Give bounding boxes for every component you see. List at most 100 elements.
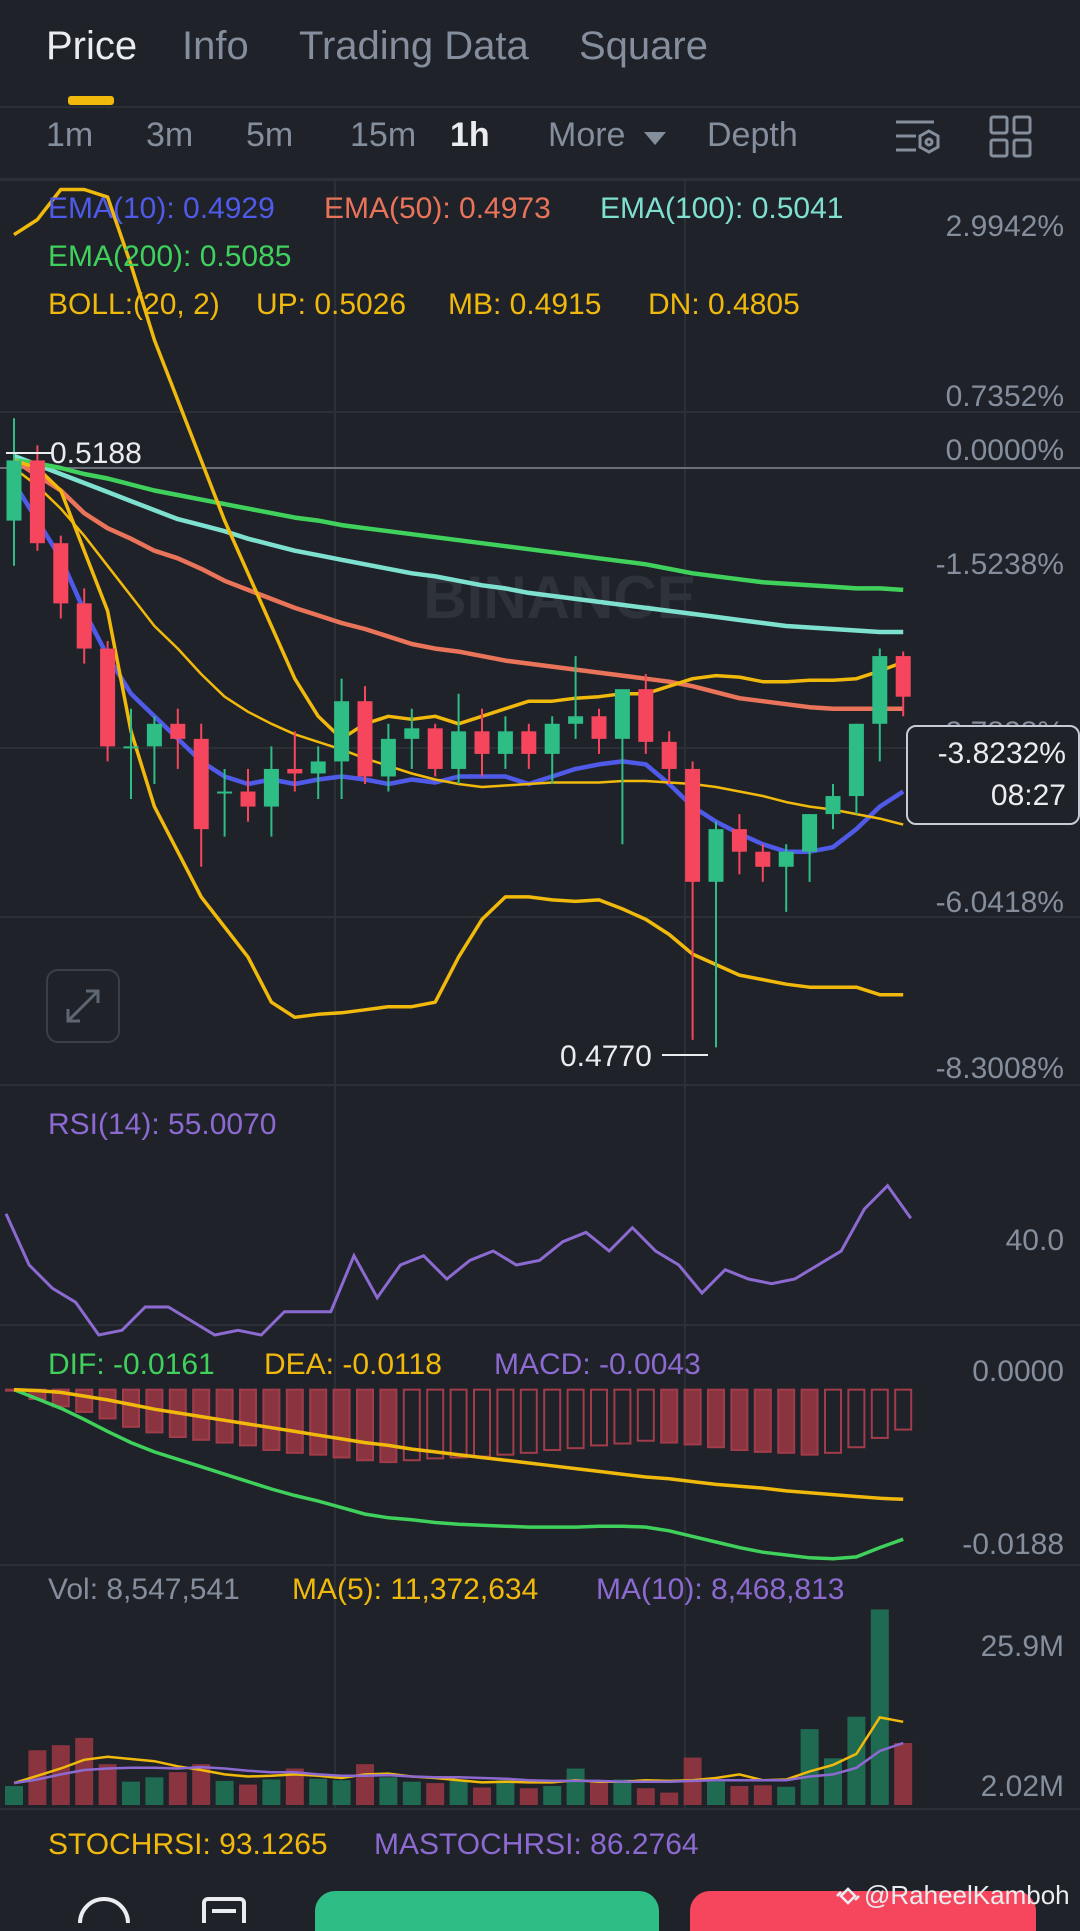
candle-up [614,689,630,845]
candle-up [825,784,841,830]
candle-body [731,829,747,852]
macd-bar [122,1388,140,1428]
document-icon[interactable] [200,1895,248,1923]
ema200-legend: EMA(200): 0.5085 [48,240,292,273]
line-ema50 [12,458,904,711]
candle-up [6,418,22,566]
expand-button[interactable] [46,969,120,1043]
buy-button[interactable] [315,1891,659,1931]
rsi-line [4,1183,913,1337]
candle-up [146,716,162,784]
candle-body [872,656,888,724]
interval-1m[interactable]: 1m [46,116,94,154]
candle-body [708,829,724,882]
candle-body [685,768,701,882]
volume-bar [496,1780,515,1805]
volume-bar [426,1783,445,1805]
interval-depth[interactable]: Depth [707,116,798,154]
candle-body [474,731,490,754]
macd-bar [870,1388,889,1439]
volume-bar [449,1780,468,1805]
candle-up [451,693,467,784]
candle-body [544,723,560,754]
macd-panel [5,1387,913,1561]
candle-body [755,851,771,867]
candle-body [825,796,841,815]
line-dea [13,1387,904,1502]
candle-up [334,678,350,800]
volume-panel [5,1609,913,1805]
macd-bar [636,1388,655,1442]
tab-price[interactable]: Price [46,24,138,68]
candle-body [170,723,186,739]
low-marker-line [662,1054,708,1056]
macd-bar [332,1388,351,1459]
volume-bar [356,1764,374,1805]
volume-bar [730,1786,749,1805]
boll-mb-legend: MB: 0.4915 [448,288,602,321]
dif-legend: DIF: -0.0161 [48,1348,215,1381]
caret-down-icon[interactable] [644,130,666,146]
candle-up [778,844,794,912]
main-tabs: Price Info Trading Data Square [0,0,1080,108]
macd-bar [496,1388,515,1456]
tab-info[interactable]: Info [182,24,249,68]
tab-trading-data[interactable]: Trading Data [299,24,529,68]
tab-square[interactable]: Square [579,24,708,68]
volume-tick: 2.02M [980,1770,1064,1803]
ema100-legend: EMA(100): 0.5041 [600,192,844,225]
interval-1h[interactable]: 1h [450,116,490,154]
low-price-marker: 0.4770 [560,1040,652,1073]
candle-down [638,674,654,754]
chart-settings-icon[interactable] [894,116,942,160]
interval-15m[interactable]: 15m [350,116,417,154]
candle-body [146,723,162,747]
price-tick: 0.0000% [945,434,1064,467]
volume-bar [847,1716,866,1805]
volume-bar [636,1788,655,1805]
volume-bar [566,1768,585,1805]
vol-ma5-legend: MA(5): 11,372,634 [292,1573,539,1606]
volume-bar [473,1787,491,1805]
macd-bar [75,1388,94,1413]
boll-up-legend: UP: 0.5026 [256,288,407,321]
candle-body [591,716,607,739]
candle-body [6,460,22,521]
candle-down [661,731,677,784]
macd-bar [707,1388,725,1449]
candle-down [240,768,256,822]
macd-bar [590,1388,608,1447]
volume-bar [894,1742,913,1805]
candle-up [568,656,584,739]
macd-bar [262,1388,281,1452]
macd-bar [285,1388,304,1454]
macd-bar [426,1388,445,1460]
candle-up [708,821,724,1048]
volume-bar [613,1779,632,1805]
candle-down [193,723,209,867]
line-ema200 [13,458,904,593]
candle-body [123,746,139,749]
macd-bar [98,1388,117,1420]
candle-body [427,728,443,769]
ema50-legend: EMA(50): 0.4973 [324,192,551,225]
candle-down [474,708,490,777]
grid-layout-icon[interactable] [988,114,1034,160]
expand-icon [66,989,100,1023]
candle-body [193,738,209,830]
interval-5m[interactable]: 5m [246,116,294,154]
volume-bar [309,1778,328,1805]
candle-down [357,686,373,784]
line-dif [13,1387,904,1561]
candle-body [100,648,116,747]
chat-icon[interactable] [76,1895,132,1923]
volume-bar [192,1764,211,1805]
interval-more[interactable]: More [548,116,626,154]
candle-body [802,814,818,852]
macd-legend: MACD: -0.0043 [494,1348,701,1381]
candle-up [404,708,420,769]
candle-up [802,814,818,882]
rsi-tick: 40.0 [1005,1224,1064,1257]
interval-3m[interactable]: 3m [146,116,194,154]
